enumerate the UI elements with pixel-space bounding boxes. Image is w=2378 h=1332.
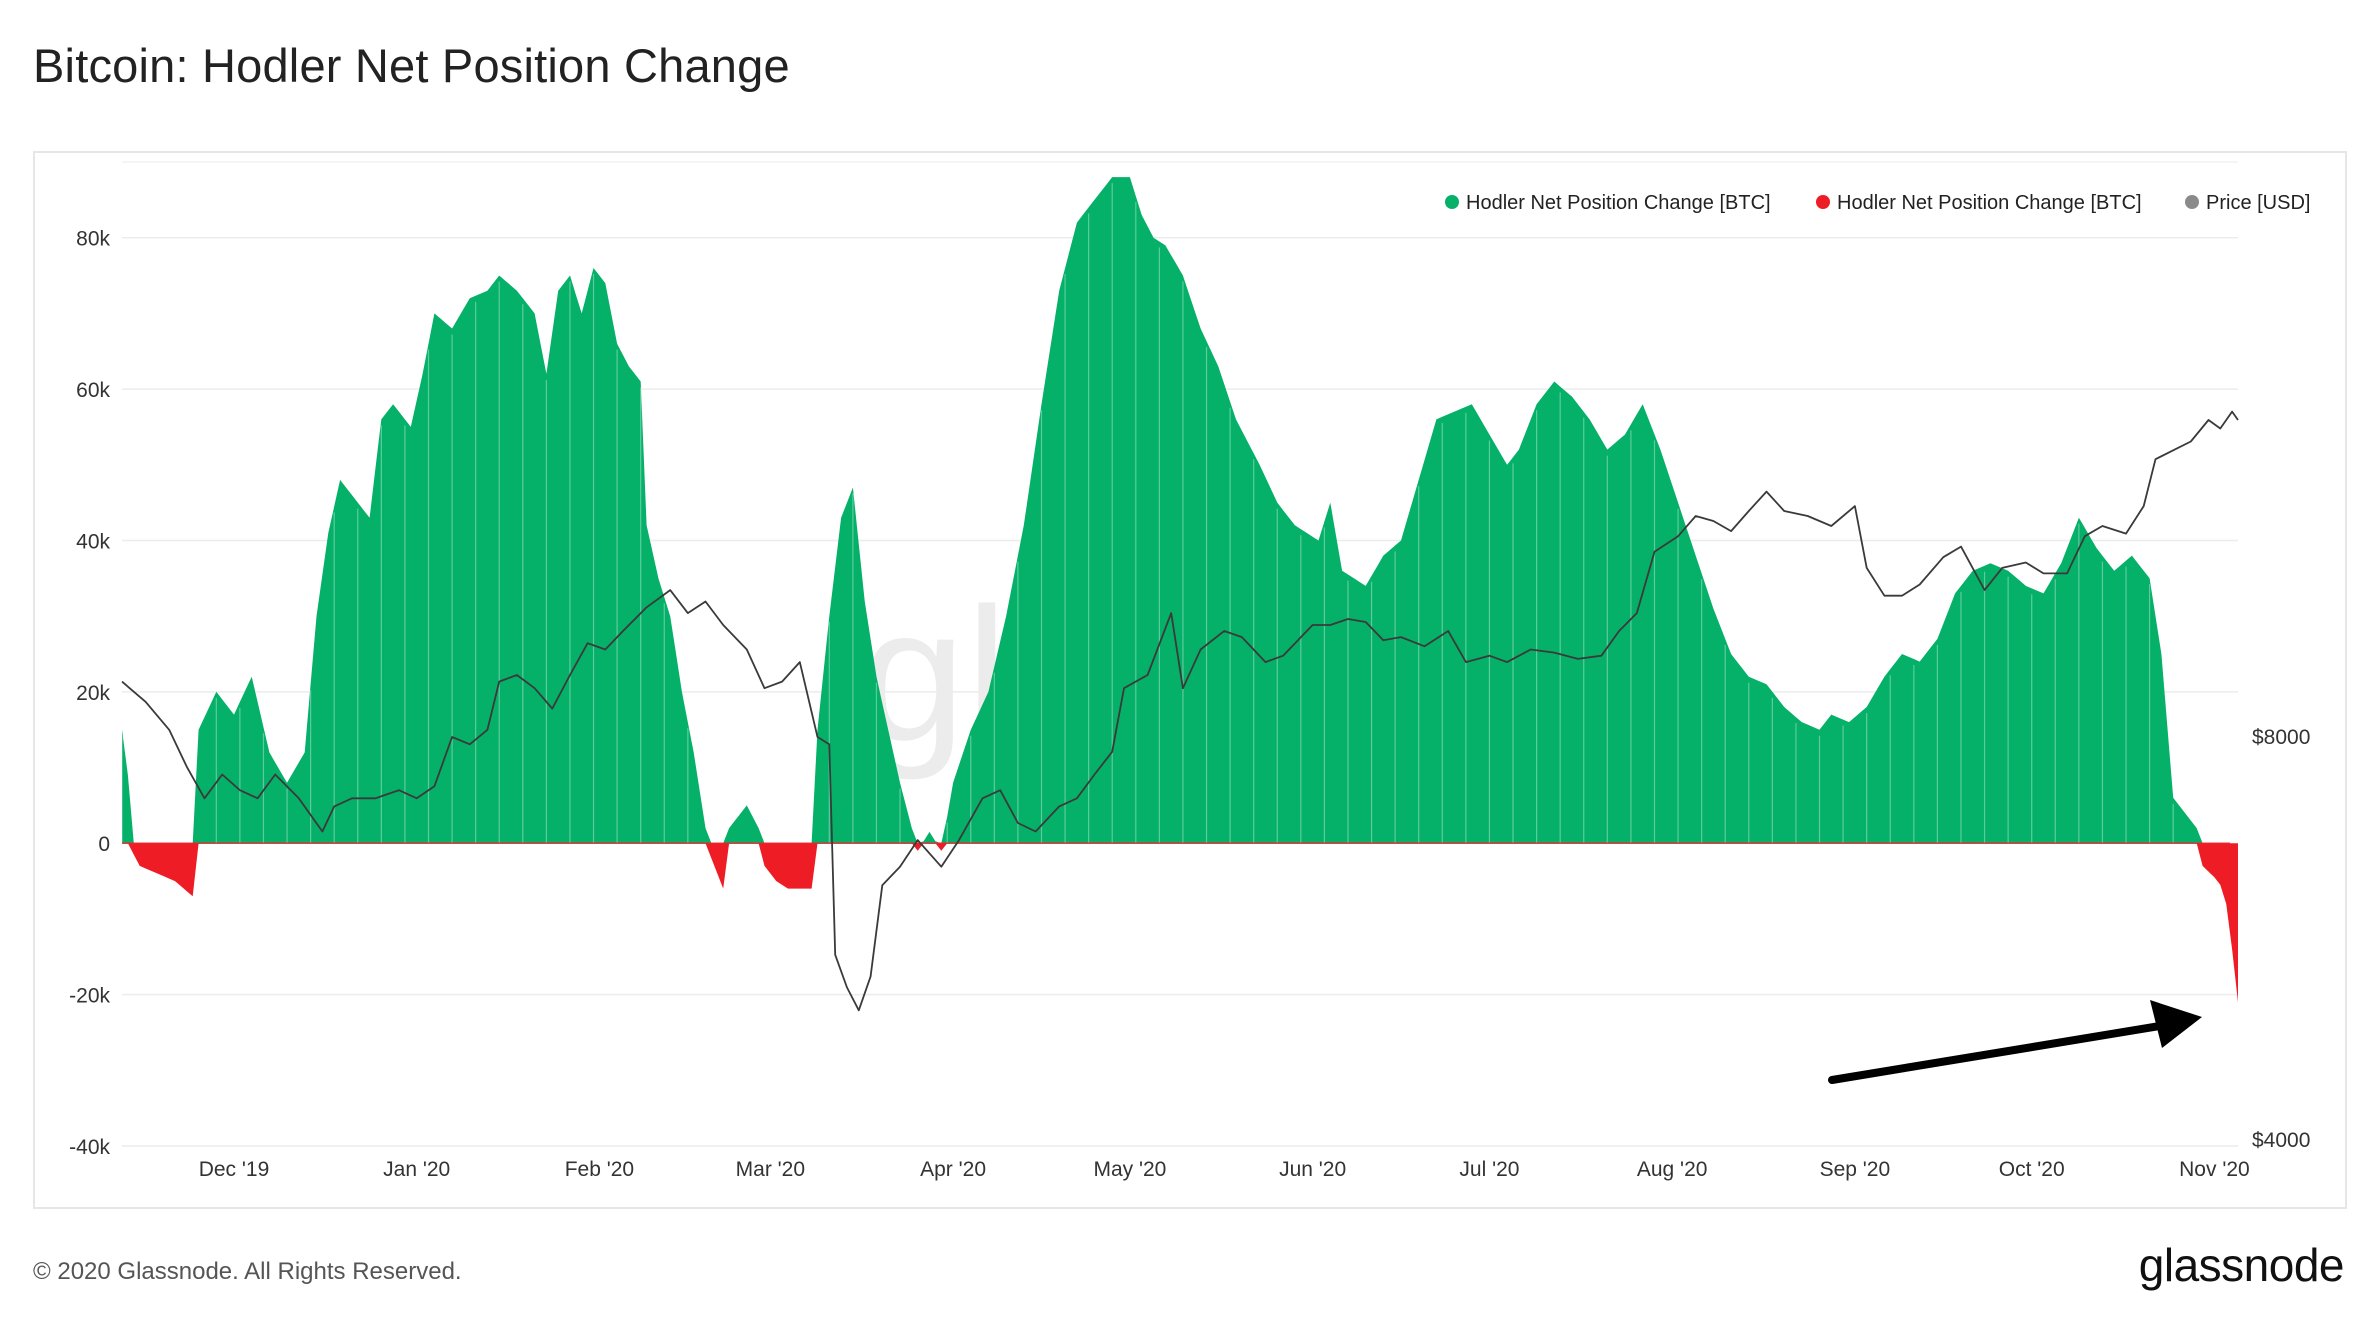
legend-label: Price [USD] bbox=[2206, 192, 2310, 214]
legend-swatch bbox=[2185, 195, 2199, 209]
glassnode-logo: glassnode bbox=[2138, 1239, 2345, 1291]
y-tick-label: 40k bbox=[76, 530, 110, 553]
legend-label: Hodler Net Position Change [BTC] bbox=[1466, 192, 1771, 214]
y-tick-label: 80k bbox=[76, 228, 110, 251]
y-tick-label: -40k bbox=[69, 1136, 110, 1159]
x-tick-label: Aug '20 bbox=[1637, 1158, 1708, 1181]
x-tick-label: Sep '20 bbox=[1820, 1158, 1891, 1181]
copyright-text: © 2020 Glassnode. All Rights Reserved. bbox=[33, 1258, 462, 1285]
x-axis-ticks: Dec '19 Jan '20 Feb '20 Mar '20 Apr '20 May '… bbox=[199, 1158, 2250, 1181]
y-axis-left-ticks: 80k 60k 40k 20k 0 -20k -40k bbox=[69, 228, 110, 1159]
y-axis-right-ticks: $8000 $4000 bbox=[2252, 726, 2310, 1152]
x-tick-label: Jun '20 bbox=[1279, 1158, 1346, 1181]
legend-swatch bbox=[1445, 195, 1459, 209]
arrow-head bbox=[2150, 1000, 2202, 1048]
positive-area bbox=[122, 177, 2238, 844]
x-tick-label: Dec '19 bbox=[199, 1158, 270, 1181]
price-line-group bbox=[121, 410, 2239, 1012]
x-tick-label: May '20 bbox=[1093, 1158, 1166, 1181]
y-tick-label: -20k bbox=[69, 985, 110, 1008]
x-tick-label: Jul '20 bbox=[1459, 1158, 1519, 1181]
x-tick-label: Jan '20 bbox=[383, 1158, 450, 1181]
annotation-arrow bbox=[1828, 1000, 2202, 1084]
y-tick-label: 20k bbox=[76, 682, 110, 705]
x-tick-label: Mar '20 bbox=[736, 1158, 805, 1181]
y-right-tick-label: $8000 bbox=[2252, 726, 2310, 749]
x-tick-label: Oct '20 bbox=[1999, 1158, 2065, 1181]
x-tick-label: Apr '20 bbox=[920, 1158, 986, 1181]
y-tick-label: 60k bbox=[76, 379, 110, 402]
price-line bbox=[121, 410, 2239, 1012]
y-tick-label: 0 bbox=[98, 833, 110, 856]
legend-swatch bbox=[1816, 195, 1830, 209]
negative-area bbox=[122, 843, 2238, 1003]
x-tick-label: Feb '20 bbox=[565, 1158, 634, 1181]
legend: Hodler Net Position Change [BTC] Hodler N… bbox=[1445, 192, 2310, 214]
x-tick-label: Nov '20 bbox=[2179, 1158, 2250, 1181]
y-right-tick-label: $4000 bbox=[2252, 1129, 2310, 1152]
legend-label: Hodler Net Position Change [BTC] bbox=[1837, 192, 2142, 214]
page-title: Bitcoin: Hodler Net Position Change bbox=[33, 39, 790, 92]
arrow-shaft bbox=[1828, 1022, 2164, 1084]
net-position-areas bbox=[121, 177, 2238, 1003]
